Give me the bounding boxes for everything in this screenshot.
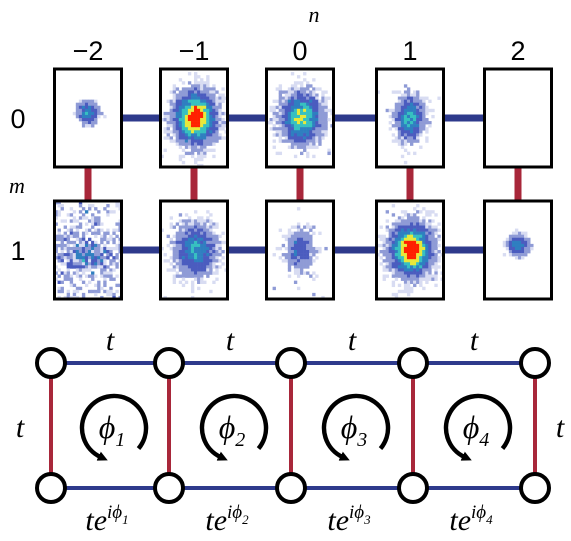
cloud-image <box>159 199 229 301</box>
flux-label: ϕ1 <box>99 409 126 451</box>
n-label: 0 <box>292 36 307 66</box>
hopping-top-label: t <box>226 324 235 357</box>
hopping-bottom-label: teiϕ3 <box>327 502 371 537</box>
n-labels: −2 −1 0 1 2 <box>73 36 526 66</box>
lattice-site <box>275 347 307 379</box>
image-panels <box>53 67 553 301</box>
flux-arrow: ϕ1 <box>79 393 149 461</box>
image-frame <box>53 67 123 169</box>
cloud-image <box>483 67 553 169</box>
hopping-top-label: t <box>348 324 357 357</box>
cloud-image <box>159 67 229 169</box>
hopping-top-label: t <box>470 324 479 357</box>
hopping-bottom-label: teiϕ1 <box>85 502 128 537</box>
flux-label: ϕ3 <box>341 409 368 451</box>
flux-label: ϕ4 <box>463 409 490 451</box>
flux-arrow: ϕ4 <box>443 393 513 461</box>
lattice-site <box>153 472 185 504</box>
image-frame <box>265 67 335 169</box>
cloud-image <box>53 67 123 169</box>
top-panel: n m −2 −1 0 1 2 01 <box>9 2 553 301</box>
hopping-side-label: t <box>16 411 25 444</box>
lattice-site <box>275 472 307 504</box>
image-frame <box>375 199 445 301</box>
hopping-side-label: t <box>556 411 565 444</box>
lattice-site <box>519 347 551 379</box>
lattice-diagram: t t t t t t teiϕ1 teiϕ2 teiϕ3 teiϕ4 ϕ1 ϕ2 ϕ3 ϕ4 <box>16 324 565 537</box>
hopping-bottom-label: teiϕ4 <box>449 502 493 537</box>
n-label: 2 <box>510 36 525 66</box>
cloud-image <box>375 199 445 301</box>
lattice-site <box>519 472 551 504</box>
cloud-image <box>265 67 335 169</box>
image-frame <box>53 199 123 301</box>
n-label: −1 <box>179 36 210 66</box>
lattice-labels: t t t t t t teiϕ1 teiϕ2 teiϕ3 teiϕ4 <box>16 324 565 537</box>
cloud-image <box>265 199 335 301</box>
lattice-nodes <box>35 347 551 504</box>
flux-label: ϕ2 <box>219 409 246 451</box>
image-frame <box>159 67 229 169</box>
lattice-site <box>153 347 185 379</box>
flux-plaquettes: ϕ1 ϕ2 ϕ3 ϕ4 <box>79 393 513 461</box>
flux-arrow: ϕ3 <box>321 393 391 461</box>
n-label: −2 <box>73 36 104 66</box>
cloud-image <box>483 199 553 301</box>
lattice-site <box>397 472 429 504</box>
lattice-site <box>35 347 67 379</box>
image-frame <box>483 199 553 301</box>
lattice-site <box>397 347 429 379</box>
image-frame <box>159 199 229 301</box>
hopping-bottom-label: teiϕ2 <box>205 502 249 537</box>
m-labels: 01 <box>10 104 25 266</box>
lattice-links <box>49 361 537 490</box>
axis-n-label: n <box>309 2 320 27</box>
n-label: 1 <box>402 36 417 66</box>
lattice-site <box>35 472 67 504</box>
image-frame <box>265 199 335 301</box>
hopping-top-label: t <box>106 324 115 357</box>
cloud-image <box>375 67 445 169</box>
m-label: 1 <box>10 236 25 266</box>
top-links <box>84 114 522 254</box>
image-frame <box>375 67 445 169</box>
cloud-image <box>53 199 123 301</box>
image-frame <box>483 67 553 169</box>
flux-arrow: ϕ2 <box>199 393 269 461</box>
axis-m-label: m <box>9 173 25 198</box>
m-label: 0 <box>10 104 25 134</box>
